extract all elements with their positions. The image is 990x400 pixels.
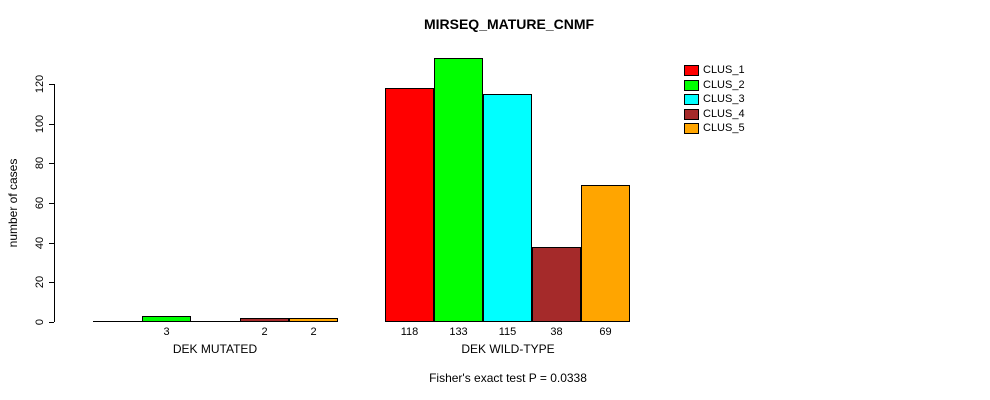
bar-clus_1-mutated (93, 321, 142, 322)
bar-clus_4-mutated (240, 318, 289, 322)
fisher-test-annotation: Fisher's exact test P = 0.0338 (429, 371, 587, 385)
y-tick-mark (49, 163, 54, 164)
legend-label-clus_5: CLUS_5 (703, 122, 745, 134)
legend-label-clus_2: CLUS_2 (703, 78, 745, 91)
y-axis-line (54, 84, 55, 322)
bar-value-label: 115 (498, 326, 517, 338)
legend-swatch-clus_5 (684, 123, 699, 134)
bar-clus_2-wild-type (434, 58, 483, 322)
y-tick-label: 40 (34, 236, 46, 250)
bar-value-label: 118 (400, 326, 419, 338)
legend-label-clus_4: CLUS_4 (703, 107, 745, 120)
bar-value-label: 2 (261, 326, 268, 338)
y-tick-label: 0 (34, 318, 46, 326)
x-group-label-dek-wild-type: DEK WILD-TYPE (461, 342, 555, 356)
bar-clus_3-mutated (191, 321, 240, 322)
legend-label-clus_3: CLUS_3 (703, 93, 745, 105)
bar-value-label: 133 (449, 326, 468, 338)
y-tick-mark (49, 282, 54, 283)
y-tick-label: 100 (34, 114, 46, 134)
bar-value-label: 2 (310, 326, 317, 338)
y-tick-mark (49, 322, 54, 323)
y-tick-label: 80 (34, 156, 46, 170)
legend-label-clus_1: CLUS_1 (703, 64, 745, 76)
bar-clus_5-mutated (289, 318, 338, 322)
bar-value-label: 3 (163, 326, 170, 338)
y-tick-label: 20 (34, 275, 46, 289)
y-tick-mark (49, 84, 54, 85)
bar-clus_4-wild-type (532, 247, 581, 322)
bar-clus_1-wild-type (385, 88, 434, 322)
y-tick-mark (49, 203, 54, 204)
bar-value-label: 69 (599, 326, 612, 338)
y-axis-title: number of cases (6, 158, 20, 248)
legend-swatch-clus_1 (684, 65, 699, 76)
y-tick-mark (49, 243, 54, 244)
bar-clus_5-wild-type (581, 185, 630, 322)
y-tick-label: 60 (34, 196, 46, 210)
legend-swatch-clus_4 (684, 108, 699, 120)
legend-swatch-clus_3 (684, 94, 699, 105)
y-tick-mark (49, 124, 54, 125)
legend-swatch-clus_2 (684, 79, 699, 91)
y-tick-label: 120 (34, 74, 46, 94)
bar-clus_2-mutated (142, 316, 191, 322)
bar-value-label: 38 (550, 326, 563, 338)
chart-title: MIRSEQ_MATURE_CNMF (423, 16, 595, 32)
bar-clus_3-wild-type (483, 94, 532, 322)
x-group-label-dek-mutated: DEK MUTATED (172, 342, 258, 356)
